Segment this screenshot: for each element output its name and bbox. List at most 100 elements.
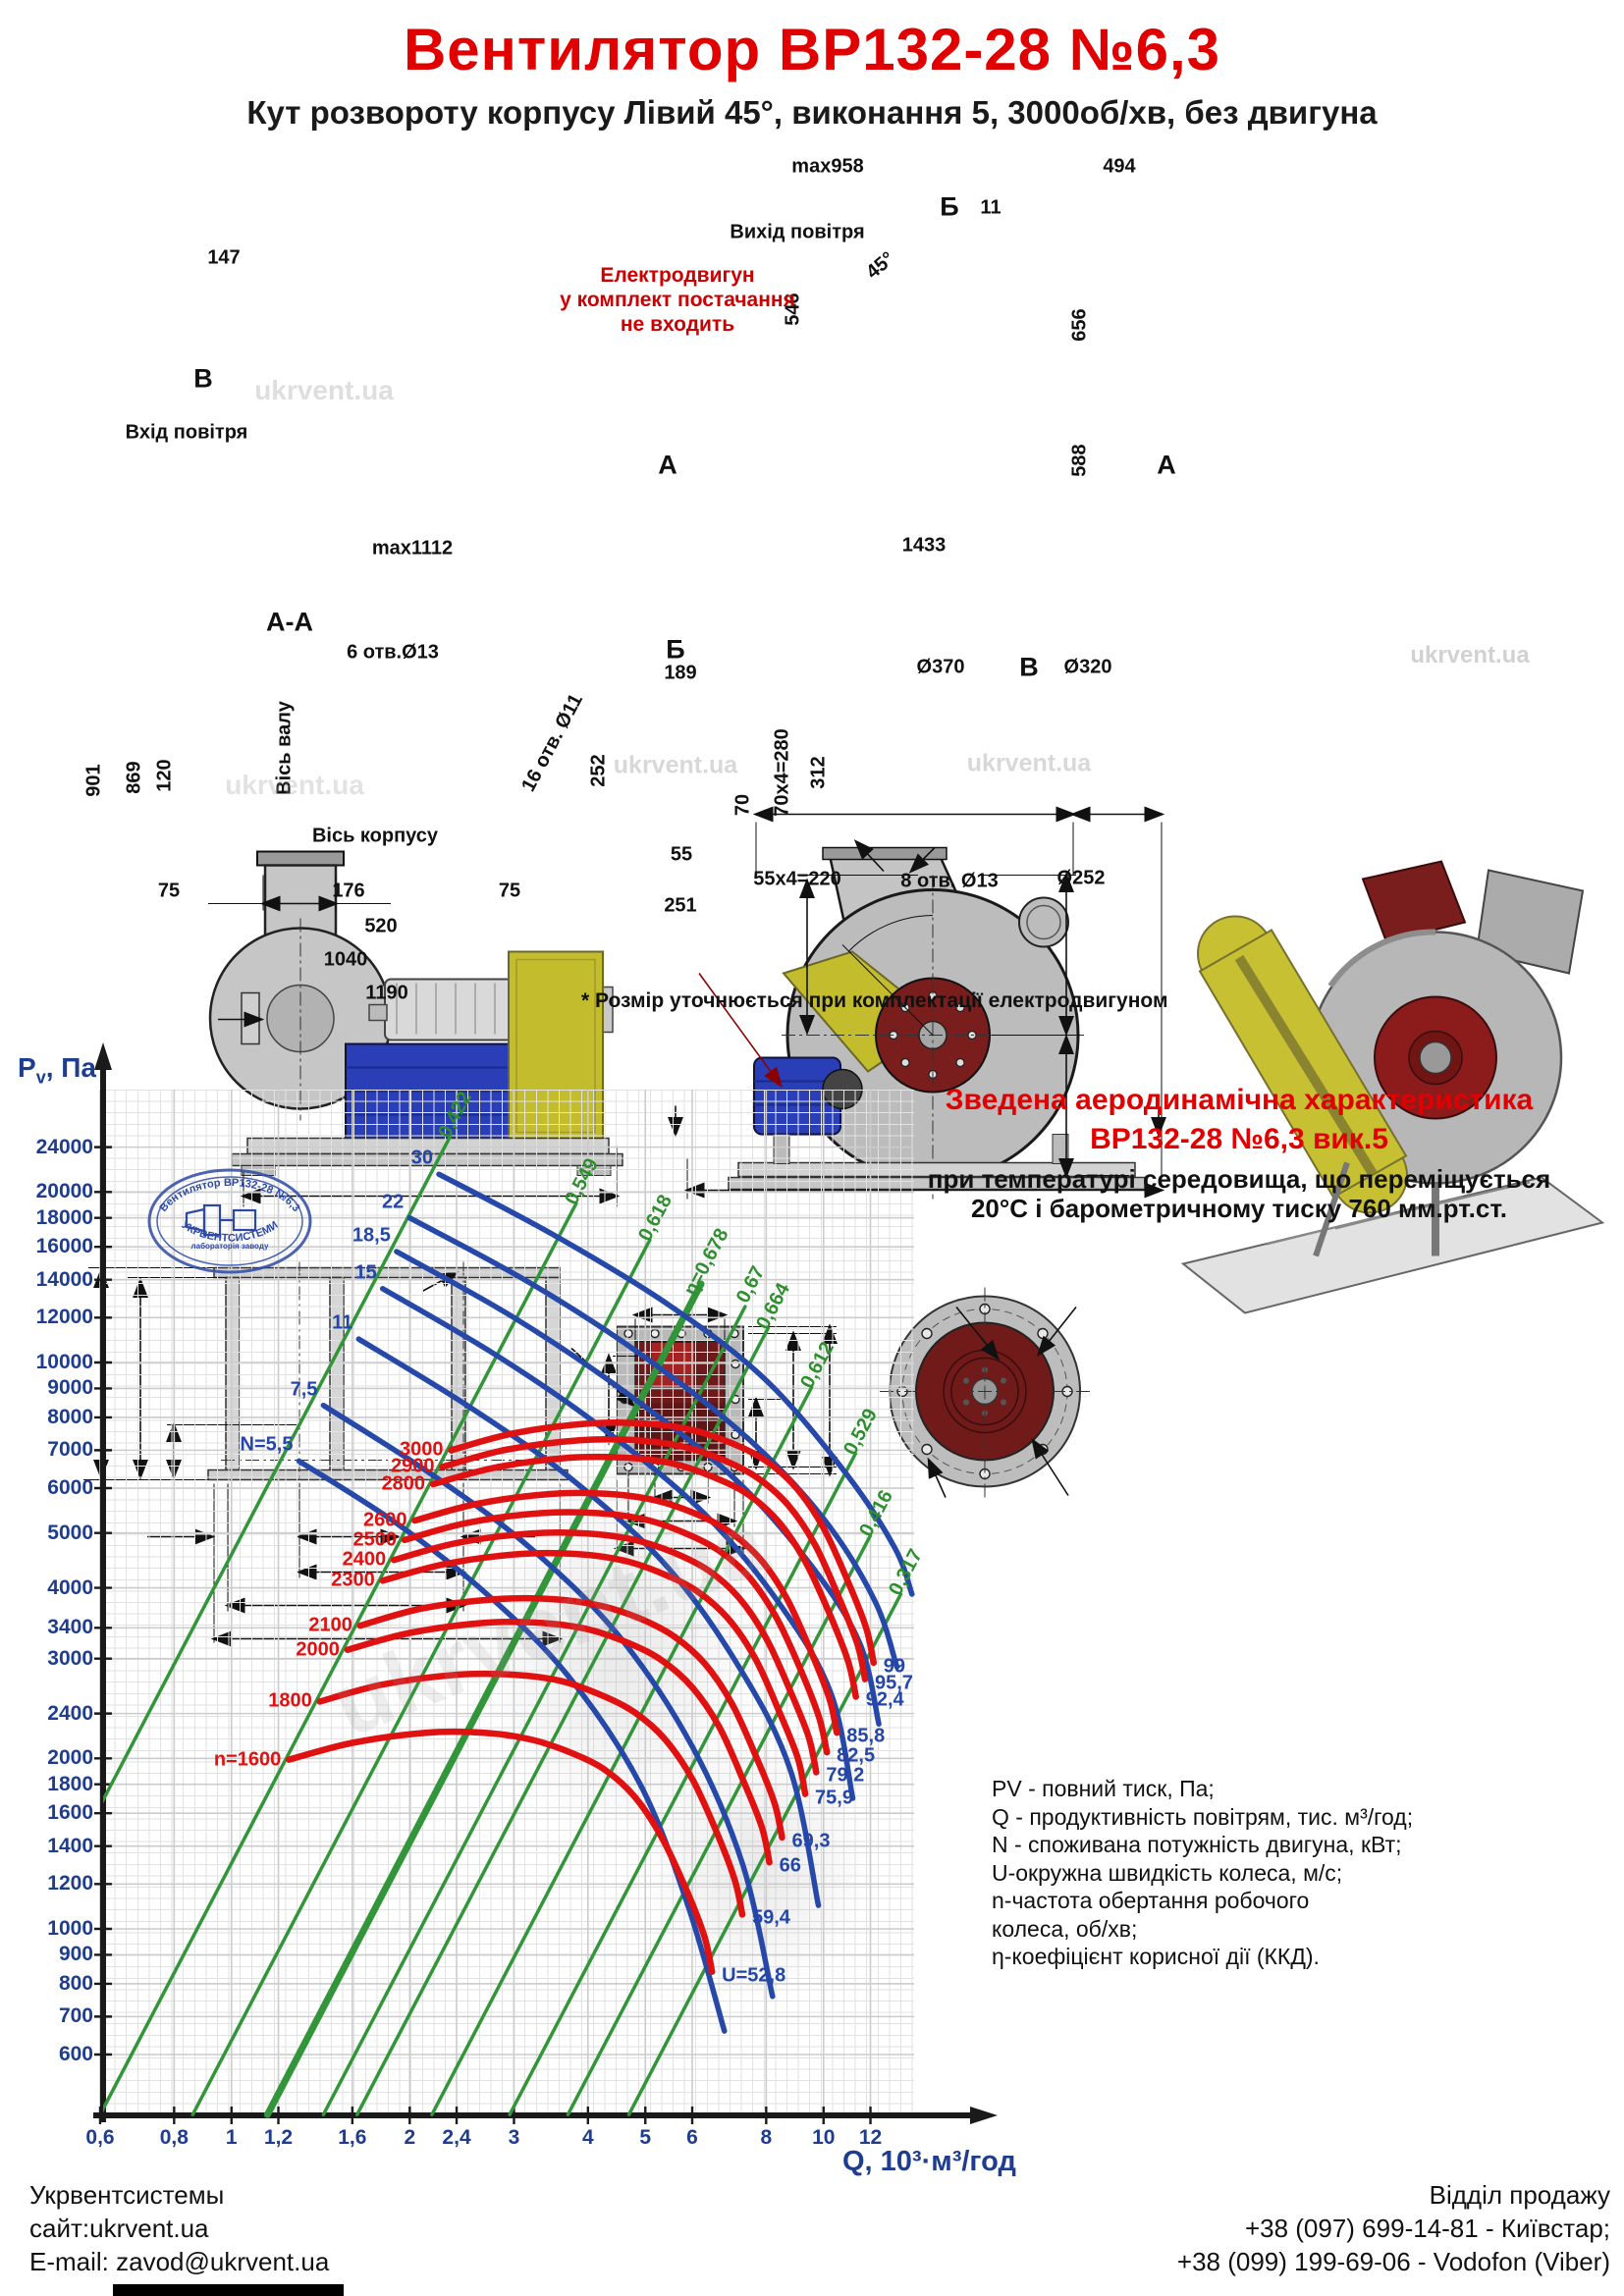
y-tick-label: 800 [58,1971,93,1995]
footer-sales-title: Відділ продажу [1429,2180,1610,2210]
y-tick-label: 8000 [47,1405,93,1428]
y-tick-label: 1800 [47,1772,93,1795]
map-watermark [638,1728,874,2002]
y-tick-label: 20000 [35,1180,93,1203]
chart-legend: PV - повний тиск, Па; Q - продуктивність… [992,1775,1413,1971]
motor-not-included-note: Електродвигун у комплект постачання не в… [530,263,825,338]
y-tick-label: 24000 [35,1135,93,1158]
y-tick-label: 12000 [35,1306,93,1329]
x-tick-label: 0,8 [159,2126,189,2149]
y-tick-label: 1200 [47,1872,93,1896]
x-tick-label: 10 [812,2126,836,2149]
dim-176: 176 [332,880,365,902]
dim-d320: Ø320 [1063,656,1112,678]
dim-494: 494 [1103,155,1136,178]
view-v-title: В [1019,652,1039,682]
size-footnote: * Розмір уточнюється при комплектації ел… [581,989,1168,1012]
page-subtitle: Кут розвороту корпусу Лівий 45°, виконан… [246,94,1378,131]
y-tick-label: 2400 [47,1701,93,1725]
y-tick-label: 5000 [47,1521,93,1544]
dim-252: 252 [587,754,610,787]
outlet-label: Вихід повітря [730,221,865,243]
y-tick-label: 4000 [47,1575,93,1599]
y-tick-label: 18000 [35,1205,93,1229]
x-tick-label: 1,2 [263,2126,294,2149]
housing-axis-label: Вісь корпусу [311,825,439,847]
holes-8-d13: 8 отв. Ø13 [900,870,999,892]
y-tick-label: 1400 [47,1834,93,1857]
svg-text:УКРВЕНТСИСТЕМИ: УКРВЕНТСИСТЕМИ [180,1219,281,1245]
x-tick-label: 2,4 [442,2126,471,2149]
x-tick-label: 8 [760,2126,773,2149]
svg-text:лабораторія заводу: лабораторія заводу [191,1242,269,1251]
y-tick-label: 1600 [47,1801,93,1825]
dim-1433: 1433 [901,534,947,557]
dim-1040: 1040 [323,948,368,971]
legend-line: U-окружна швидкість колеса, м/с; [992,1859,1343,1886]
motor-note-line: не входить [620,313,735,337]
footer-company: Укрвентсистемы [29,2180,225,2210]
dim-55x4: 55x4=220 [753,868,841,890]
legend-line: N - споживана потужність двигуна, кВт; [992,1832,1402,1858]
footer-site[interactable]: сайт:ukrvent.ua [29,2213,209,2243]
chart-title-line2: ВР132-28 №6,3 вик.5 [1090,1123,1388,1155]
view-arrow-v: В [193,363,213,394]
dim-901: 901 [82,764,105,797]
motor-note-line: у комплект постачання [560,289,795,312]
dim-147: 147 [207,246,241,269]
dim-869: 869 [123,761,145,794]
y-tick-label: 3400 [47,1616,93,1639]
dim-max958: max958 [791,155,864,178]
chart-subtitle-line2: 20°C і барометричному тиску 760 мм.рт.ст… [970,1194,1508,1223]
dim-max1112: max1112 [371,537,454,560]
dim-45deg: 45° [862,247,899,284]
watermark-text: ukrvent.ua [966,749,1092,777]
footer-email[interactable]: E-mail: zavod@ukrvent.ua [29,2246,330,2276]
inlet-label: Вхід повітря [125,421,248,444]
dim-120: 120 [153,759,176,792]
footer-phone-2[interactable]: +38 (099) 199-69-06 - Vodofon (Viber) [1176,2246,1610,2276]
y-tick-label: 3000 [47,1646,93,1670]
view-b-title: Б [666,634,685,665]
x-tick-label: 6 [686,2126,698,2149]
stamp-fan-icon [185,1203,257,1237]
footer-company-block: Укрвентсистемы сайт:ukrvent.ua E-mail: z… [29,2179,329,2278]
y-tick-label: 16000 [35,1235,93,1258]
dim-75-left: 75 [157,880,181,902]
dim-189: 189 [664,662,697,684]
dim-312: 312 [807,756,830,789]
footer-sales-block: Відділ продажу +38 (097) 699-14-81 - Киї… [1177,2179,1610,2278]
x-axis-title: Q, 10³·м³/год [842,2146,1016,2177]
dim-1190: 1190 [365,982,408,1004]
legend-line: Q - продуктивність повітрям, тис. м³/год… [992,1803,1414,1830]
chart-subtitle-line1: при температурі середовища, що переміщує… [927,1164,1551,1194]
dim-251: 251 [664,894,697,917]
x-tick-label: 5 [639,2126,652,2149]
y-tick-label: 1000 [47,1917,93,1940]
y-tick-label: 9000 [47,1376,93,1400]
x-tick-label: 4 [581,2126,594,2149]
dim-d370: Ø370 [916,656,965,678]
section-a-right: А [1157,450,1176,480]
y-tick-label: 7000 [47,1438,93,1462]
dim-70: 70 [731,793,754,817]
x-tick-label: 1 [225,2126,238,2149]
dim-11: 11 [980,196,1001,219]
legend-line: PV - повний тиск, Па; [992,1776,1215,1801]
section-a-left: А [658,450,677,480]
y-tick-label: 700 [58,2004,93,2028]
footer-phone-1[interactable]: +38 (097) 699-14-81 - Київстар; [1244,2213,1610,2243]
dim-588: 588 [1068,444,1091,477]
y-tick-label: 600 [58,2043,93,2065]
motor-note-line: Електродвигун [600,264,755,287]
chart-title-line1: Зведена аеродинамічна характеристика [945,1084,1534,1116]
dim-656: 656 [1068,308,1091,342]
watermark-text: ukrvent.ua [613,751,738,779]
dim-70x4: 70x4=280 [771,728,793,817]
y-tick-label: 2000 [47,1746,93,1770]
legend-line: η-коефіцієнт корисної дії (ККД). [992,1944,1320,1970]
watermark-text: ukrvent.ua [254,375,394,405]
y-axis-title: Pv, Па [18,1052,96,1088]
y-tick-label: 14000 [35,1267,93,1291]
